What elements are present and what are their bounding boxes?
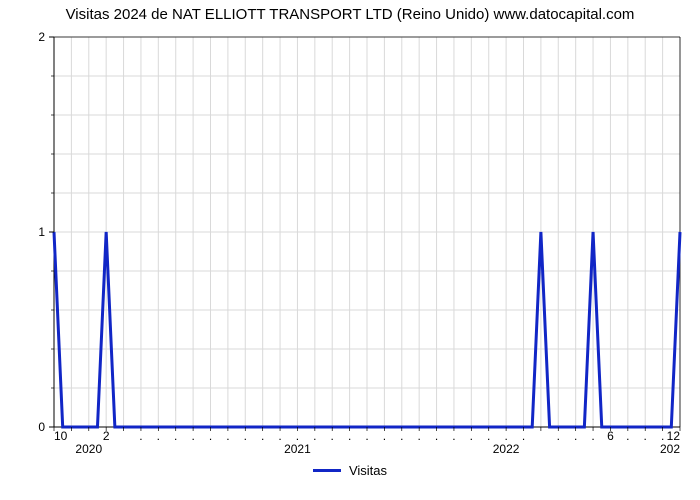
svg-text:2: 2 (38, 30, 45, 44)
svg-text:.: . (139, 429, 142, 443)
svg-text:12: 12 (667, 429, 681, 443)
svg-text:.: . (365, 429, 368, 443)
svg-text:.: . (504, 429, 507, 443)
svg-text:2022: 2022 (493, 442, 520, 456)
svg-text:.: . (557, 429, 560, 443)
svg-text:.: . (313, 429, 316, 443)
svg-text:.: . (174, 429, 177, 443)
svg-text:.: . (591, 429, 594, 443)
svg-text:.: . (644, 429, 647, 443)
svg-text:.: . (522, 429, 525, 443)
svg-text:.: . (244, 429, 247, 443)
svg-text:2021: 2021 (284, 442, 311, 456)
svg-text:.: . (157, 429, 160, 443)
svg-text:2020: 2020 (75, 442, 102, 456)
svg-text:.: . (191, 429, 194, 443)
svg-text:2: 2 (103, 429, 110, 443)
svg-text:6: 6 (607, 429, 614, 443)
svg-text:.: . (435, 429, 438, 443)
svg-text:.: . (226, 429, 229, 443)
svg-text:.: . (278, 429, 281, 443)
svg-text:.: . (209, 429, 212, 443)
svg-text:.: . (417, 429, 420, 443)
svg-text:.: . (400, 429, 403, 443)
svg-text:.: . (383, 429, 386, 443)
visits-line-chart: 012102612.............................20… (10, 27, 690, 457)
chart-title: Visitas 2024 de NAT ELLIOTT TRANSPORT LT… (66, 6, 635, 23)
svg-text:.: . (331, 429, 334, 443)
svg-text:.: . (296, 429, 299, 443)
svg-text:.: . (661, 429, 664, 443)
svg-text:0: 0 (38, 420, 45, 434)
svg-text:.: . (452, 429, 455, 443)
svg-text:.: . (626, 429, 629, 443)
svg-text:.: . (348, 429, 351, 443)
svg-text:10: 10 (54, 429, 68, 443)
svg-text:.: . (487, 429, 490, 443)
svg-text:1: 1 (38, 225, 45, 239)
svg-text:.: . (261, 429, 264, 443)
svg-text:.: . (470, 429, 473, 443)
legend-swatch (313, 469, 341, 472)
legend-label: Visitas (349, 463, 387, 478)
svg-text:.: . (574, 429, 577, 443)
legend: Visitas (313, 463, 387, 478)
svg-text:202: 202 (660, 442, 680, 456)
